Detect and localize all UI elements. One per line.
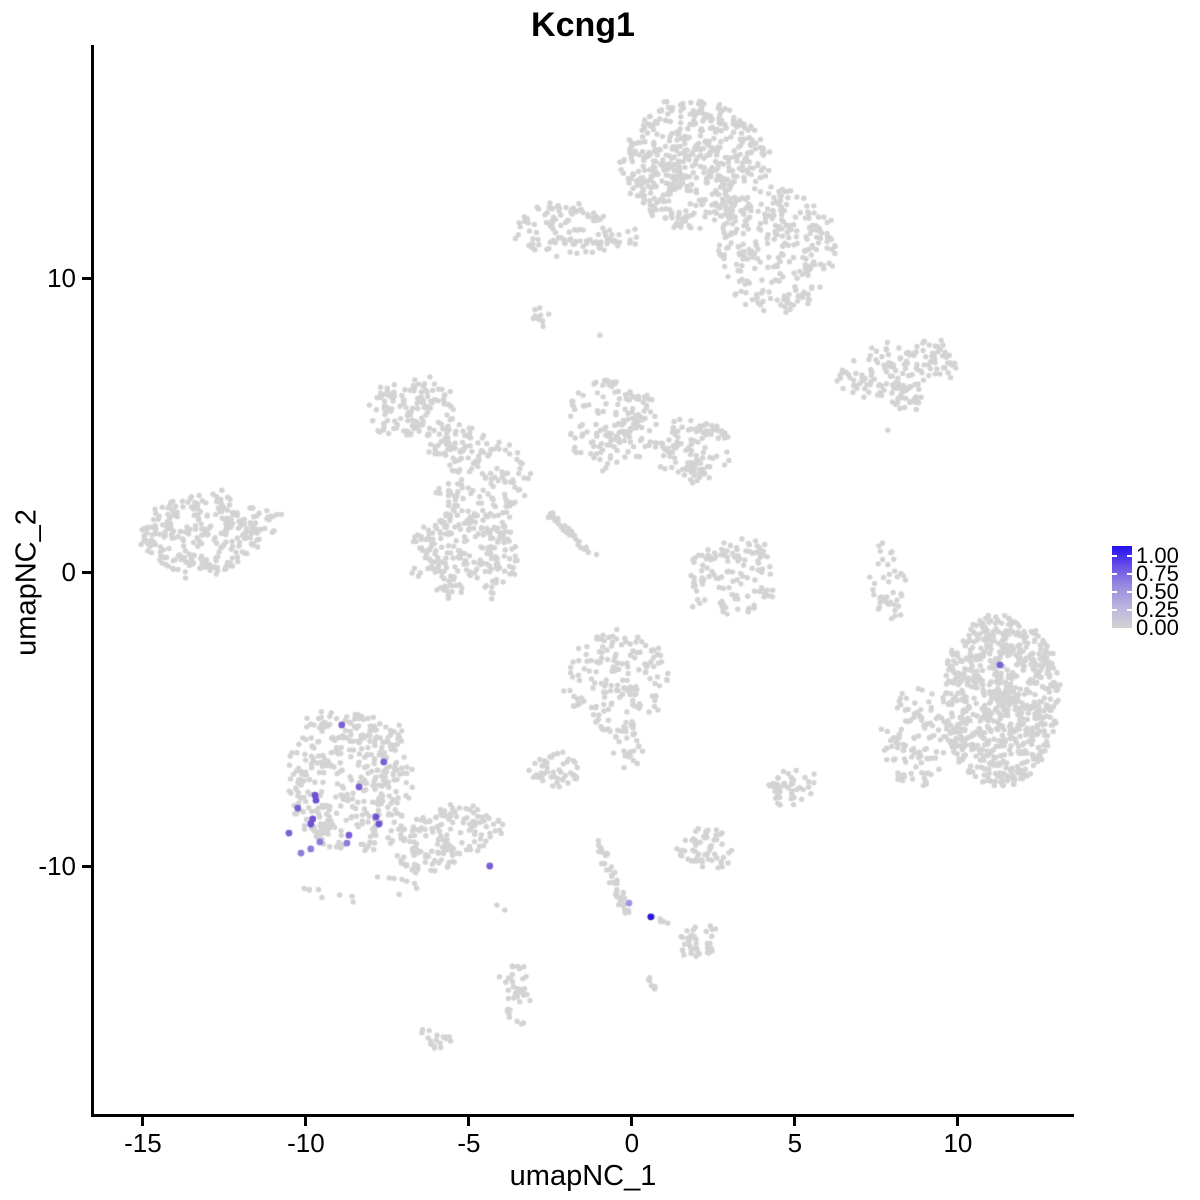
x-tick-label: -5	[457, 1128, 481, 1158]
legend-tick-mark	[1127, 609, 1132, 611]
y-tick-mark	[82, 864, 91, 868]
y-tick-label: 10	[47, 263, 76, 294]
y-axis-line	[91, 45, 94, 1117]
x-tick-mark	[304, 1117, 308, 1126]
legend-tick-mark	[1112, 591, 1117, 593]
plot-title: Kcng1	[531, 6, 635, 44]
legend-tick-mark	[1127, 591, 1132, 593]
x-tick-label: 0	[624, 1128, 640, 1158]
legend-gradient-bar	[1112, 546, 1132, 628]
x-tick-label: -15	[124, 1128, 162, 1158]
legend-tick-mark	[1112, 555, 1117, 557]
legend-label: 0.00	[1136, 615, 1179, 640]
x-tick-mark	[141, 1117, 145, 1126]
x-tick-mark	[956, 1117, 960, 1126]
legend-tick-mark	[1112, 609, 1117, 611]
x-tick-label: 5	[787, 1128, 803, 1158]
x-tick-mark	[793, 1117, 797, 1126]
x-axis-line	[91, 1114, 1074, 1117]
legend-tick-mark	[1112, 573, 1117, 575]
legend-label: 0.25	[1136, 597, 1179, 622]
y-tick-label: 0	[61, 557, 76, 588]
legend-tick-mark	[1127, 555, 1132, 557]
legend-tick-mark	[1127, 573, 1132, 575]
x-axis-title: umapNC_1	[509, 1160, 657, 1192]
y-tick-mark	[82, 570, 91, 574]
x-tick-mark	[467, 1117, 471, 1126]
x-tick-label: -10	[287, 1128, 325, 1158]
x-tick-mark	[630, 1117, 634, 1126]
legend-label: 1.00	[1136, 543, 1179, 568]
y-tick-label: -10	[38, 851, 76, 882]
legend-label: 0.50	[1136, 579, 1179, 604]
color-legend: 1.00 0.75 0.50 0.25 0.00	[1106, 540, 1200, 640]
x-tick-label: 10	[943, 1128, 973, 1158]
y-axis-title: umapNC_2	[10, 509, 43, 656]
legend-label: 0.75	[1136, 561, 1179, 586]
y-tick-mark	[82, 276, 91, 280]
